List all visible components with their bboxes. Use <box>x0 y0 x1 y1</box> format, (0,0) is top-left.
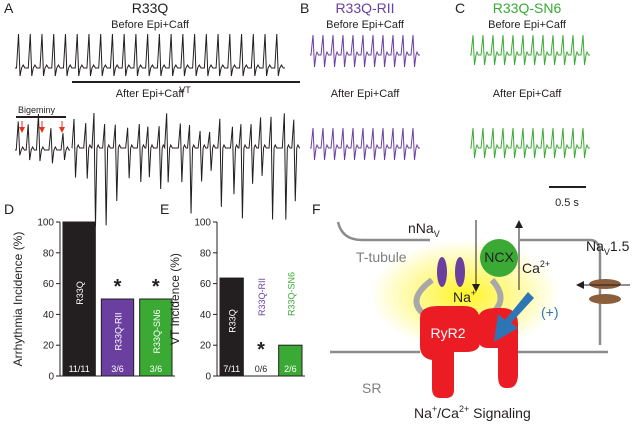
panel-title: R33Q <box>132 0 169 16</box>
t-tubule-membrane <box>336 221 602 345</box>
y-axis-label: Arrhythmia Incidence (%) <box>11 232 25 367</box>
condition: Before Epi+Caff <box>326 19 405 31</box>
y-tick-label: 20 <box>43 341 55 352</box>
charts: D Arrhythmia Incidence (%) 0 20 40 60 80 100 R33… <box>4 201 305 383</box>
category-label: R33Q <box>75 281 85 305</box>
count-label: 2/6 <box>284 364 297 374</box>
count-label: 0/6 <box>255 364 268 374</box>
ncx <box>480 239 518 277</box>
ecg-trace <box>470 127 590 159</box>
significance: * <box>152 276 160 298</box>
panel-title: R33Q-SN6 <box>493 0 562 16</box>
y-tick-label: 40 <box>200 310 212 321</box>
blue-arrow <box>494 292 534 342</box>
significance: * <box>257 339 265 361</box>
text: 2+ <box>459 404 469 414</box>
y-tick-label: 40 <box>43 310 55 321</box>
nav15-label: NaV1.5 <box>586 238 630 257</box>
text: 2+ <box>540 259 550 269</box>
text: 1.5 <box>610 238 630 254</box>
y-axis-label: VT Incidence (%) <box>168 253 182 345</box>
nnav-channel <box>455 257 465 287</box>
condition: After Epi+Caff <box>493 88 563 100</box>
text: V <box>604 247 610 257</box>
y-tick-label: 80 <box>200 248 212 259</box>
vt-label: VT <box>179 85 191 95</box>
ryr2-label: RyR2 <box>430 325 465 341</box>
bar <box>219 277 244 377</box>
significance: * <box>114 276 122 298</box>
category-label: R33Q-SN6 <box>152 309 162 353</box>
na-label: Na+ <box>453 288 476 305</box>
nav15-channel <box>589 294 621 304</box>
plus-label: (+) <box>541 304 559 320</box>
y-tick-label: 0 <box>205 372 211 383</box>
count-label: 3/6 <box>111 364 124 374</box>
ecg-trace <box>15 33 285 77</box>
diagram: F nNaV NCX NaV1.5 T-tubule Ca2+ (+) Na+ … <box>312 201 630 421</box>
ca-label: Ca2+ <box>522 259 550 276</box>
nav15-channel <box>589 279 621 289</box>
panel-letter: E <box>160 201 169 217</box>
category-label: R33Q <box>228 309 238 333</box>
ecg-trace <box>15 113 70 164</box>
panel-title: R33Q-RII <box>335 0 394 16</box>
traces: A R33Q Before Epi+Caff After Epi+Caff Bi… <box>4 0 590 227</box>
ecg-trace <box>71 112 300 227</box>
y-tick-label: 100 <box>37 218 54 229</box>
panel-letter: B <box>300 0 309 16</box>
condition: After Epi+Caff <box>116 88 186 100</box>
bar <box>100 298 135 377</box>
condition: Before Epi+Caff <box>111 19 190 31</box>
bar <box>62 221 96 377</box>
panel-letter: A <box>4 0 14 16</box>
text: Ca <box>522 260 540 276</box>
signaling-label: Na+/Ca2+ Signaling <box>414 404 531 421</box>
category-label: R33Q-RII <box>114 312 124 350</box>
nnav-channel <box>437 257 447 287</box>
bar <box>278 344 303 377</box>
y-tick-label: 100 <box>194 218 211 229</box>
text: Signaling <box>469 405 531 421</box>
text: nNa <box>408 220 434 236</box>
text: + <box>471 288 476 298</box>
panel-letter: D <box>4 201 14 217</box>
category-label: R33Q-RII <box>257 278 267 316</box>
text: + <box>432 404 437 414</box>
text: Na <box>414 405 432 421</box>
count-label: 7/11 <box>223 364 240 374</box>
scale-label: 0.5 s <box>555 197 579 209</box>
ryr2 <box>420 306 480 398</box>
sr-label: SR <box>362 380 381 396</box>
ecg-trace <box>470 34 590 66</box>
count-label: 11/11 <box>69 364 90 374</box>
y-tick-label: 80 <box>43 248 55 259</box>
y-tick-label: 20 <box>200 341 212 352</box>
y-tick-label: 60 <box>200 279 212 290</box>
panel-letter: C <box>455 0 465 16</box>
y-tick-label: 0 <box>48 372 54 383</box>
text: Na <box>586 238 604 254</box>
condition: After Epi+Caff <box>331 88 401 100</box>
text: /Ca <box>437 405 459 421</box>
condition: Before Epi+Caff <box>488 19 567 31</box>
panel-letter: F <box>312 201 321 217</box>
ncx-label: NCX <box>484 249 514 265</box>
ecg-trace <box>310 127 420 161</box>
ecg-trace <box>310 34 420 68</box>
t-tubule-label: T-tubule <box>356 249 407 265</box>
category-label: R33Q-SN6 <box>286 272 296 316</box>
y-tick-label: 60 <box>43 279 55 290</box>
count-label: 3/6 <box>150 364 163 374</box>
nnav-label: nNaV <box>408 220 440 239</box>
text: V <box>434 229 440 239</box>
text: Na <box>453 289 471 305</box>
bigeminy-label: Bigeminy <box>18 105 56 115</box>
bar <box>139 298 173 377</box>
